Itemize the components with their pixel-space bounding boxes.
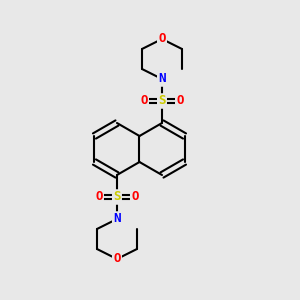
Text: O: O (140, 94, 148, 107)
Text: O: O (131, 190, 139, 203)
Text: N: N (158, 73, 166, 85)
Text: S: S (113, 190, 121, 203)
Text: O: O (113, 253, 121, 266)
Text: O: O (158, 32, 166, 46)
Text: O: O (95, 190, 103, 203)
Text: N: N (113, 212, 121, 226)
Text: S: S (158, 94, 166, 107)
Text: O: O (176, 94, 184, 107)
